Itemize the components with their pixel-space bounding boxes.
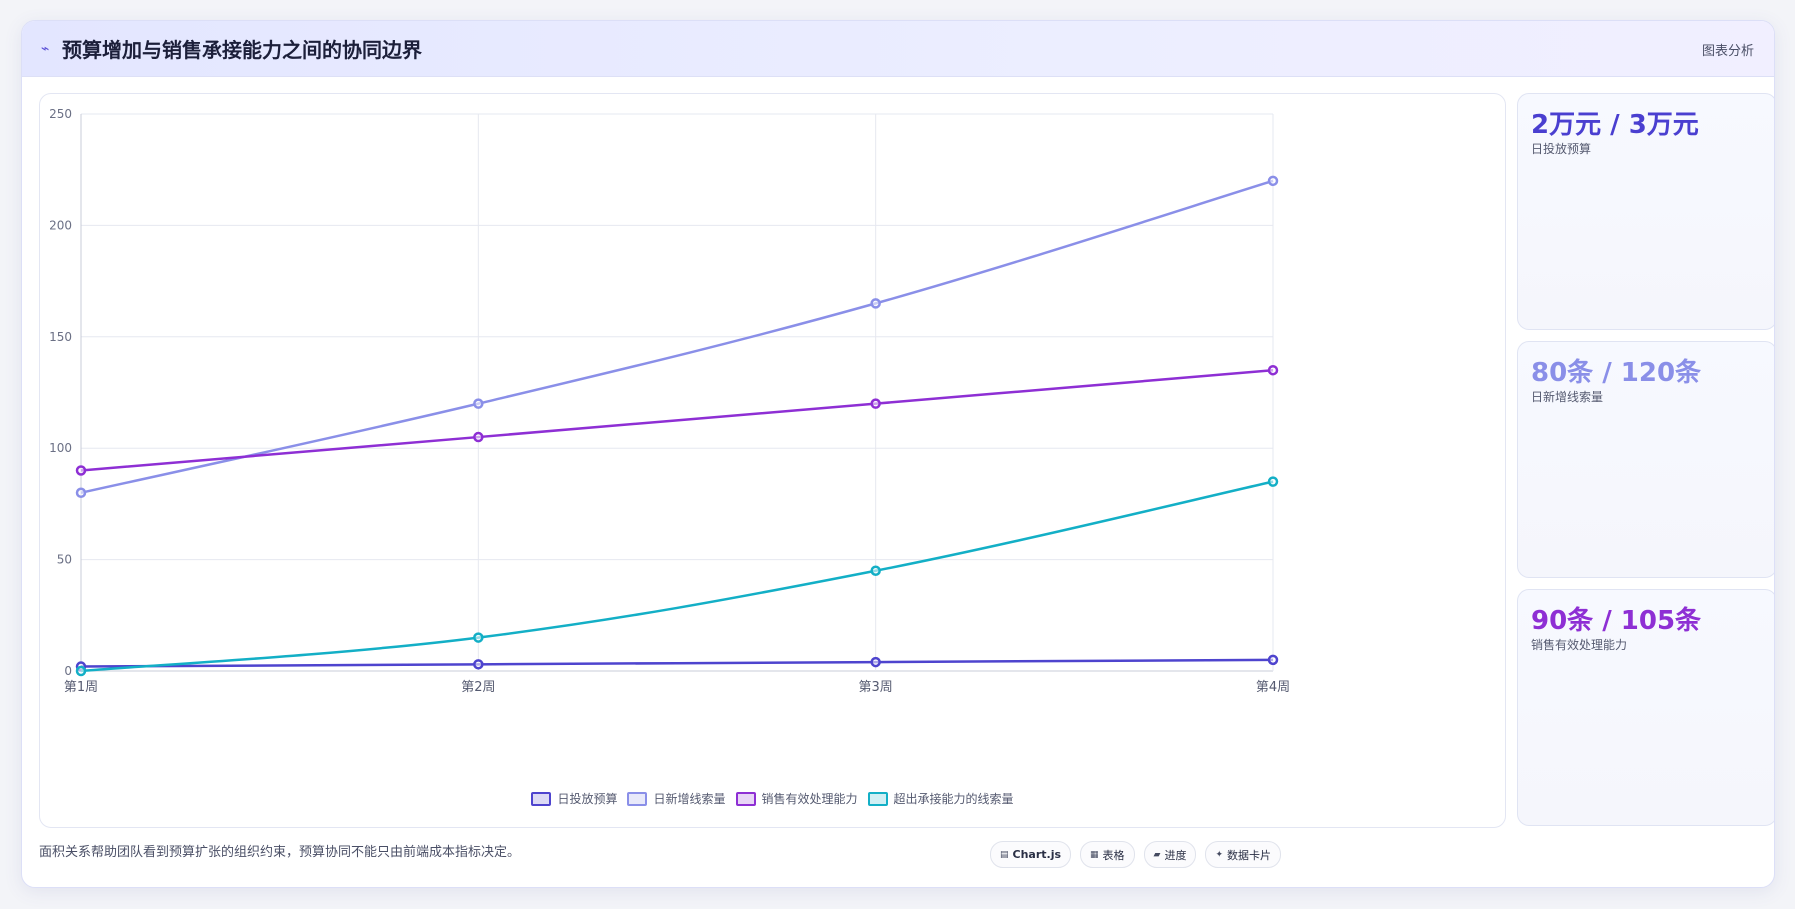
data-point bbox=[870, 298, 881, 309]
stat-value: 80条 / 120条 bbox=[1531, 358, 1702, 388]
series-line bbox=[80, 368, 1274, 472]
series-line bbox=[80, 480, 1274, 673]
chart-panel: 0 50 100 150 200 250 第1周 第2周 第3周 第4周 日投放预算 日新增线索量 销… bbox=[39, 93, 1506, 828]
tag-label: 数据卡片 bbox=[1227, 848, 1272, 862]
line-chart: 0 50 100 150 200 250 第1周 第2周 第3周 第4周 bbox=[49, 107, 1290, 695]
data-point bbox=[1267, 175, 1279, 187]
tag-chartjs[interactable]: ▤ Chart.js bbox=[990, 841, 1072, 868]
chart-line-icon: ⌁ bbox=[41, 41, 50, 57]
x-tick-label: 第3周 bbox=[859, 680, 893, 695]
data-point bbox=[473, 632, 484, 643]
data-point bbox=[1267, 476, 1279, 487]
legend-swatch bbox=[531, 791, 552, 806]
stat-value: 2万元 / 3万元 bbox=[1531, 110, 1699, 140]
legend-item[interactable]: 日新增线索量 bbox=[627, 790, 726, 807]
legend-label: 超出承接能力的线索量 bbox=[893, 792, 1014, 806]
tag-list: ▤ Chart.js ▦ 表格 ▰ 进度 ✦ 数据卡片 bbox=[990, 841, 1282, 868]
y-tick-label: 0 bbox=[64, 664, 72, 678]
legend-item[interactable]: 日投放预算 bbox=[531, 790, 617, 807]
stat-label: 日投放预算 bbox=[1531, 142, 1592, 156]
data-point bbox=[473, 659, 484, 670]
dashboard-card: ⌁ 预算增加与销售承接能力之间的协同边界 图表分析 0 50 100 150 200 25… bbox=[21, 20, 1775, 888]
legend-swatch bbox=[627, 791, 648, 806]
legend-label: 日投放预算 bbox=[557, 792, 618, 806]
stat-card-capacity: 90条 / 105条 销售有效处理能力 bbox=[1517, 589, 1774, 826]
data-point bbox=[1267, 654, 1279, 666]
chart-analysis-link[interactable]: 图表分析 bbox=[1701, 44, 1754, 59]
y-tick-label: 100 bbox=[49, 441, 72, 455]
stat-value: 90条 / 105条 bbox=[1531, 606, 1702, 636]
stat-card-budget: 2万元 / 3万元 日投放预算 bbox=[1517, 93, 1774, 330]
y-tick-label: 200 bbox=[49, 218, 72, 232]
tag-table[interactable]: ▦ 表格 bbox=[1080, 841, 1135, 868]
card-header: ⌁ 预算增加与销售承接能力之间的协同边界 图表分析 bbox=[22, 21, 1774, 77]
x-tick-label: 第1周 bbox=[64, 680, 98, 695]
data-point bbox=[1267, 364, 1279, 376]
y-tick-label: 250 bbox=[49, 107, 72, 121]
legend-swatch bbox=[867, 791, 888, 806]
x-tick-label: 第4周 bbox=[1256, 680, 1290, 695]
data-point bbox=[473, 398, 484, 409]
legend-label: 日新增线索量 bbox=[653, 792, 726, 806]
progress-icon: ▰ bbox=[1153, 849, 1161, 860]
data-point bbox=[870, 565, 881, 576]
legend-label: 销售有效处理能力 bbox=[761, 792, 858, 806]
data-point bbox=[870, 398, 881, 409]
tag-data-cards[interactable]: ✦ 数据卡片 bbox=[1205, 841, 1282, 868]
data-point bbox=[75, 665, 87, 677]
stat-label: 销售有效处理能力 bbox=[1531, 638, 1628, 652]
tag-label: Chart.js bbox=[1012, 848, 1062, 861]
legend-swatch bbox=[735, 791, 756, 806]
legend-item[interactable]: 销售有效处理能力 bbox=[735, 790, 858, 807]
tag-progress[interactable]: ▰ 进度 bbox=[1143, 841, 1197, 868]
grid-icon: ▦ bbox=[1090, 849, 1099, 860]
data-point bbox=[75, 465, 87, 476]
x-tick-label: 第2周 bbox=[461, 680, 495, 695]
data-point bbox=[870, 656, 881, 668]
stat-label: 日新增线索量 bbox=[1531, 390, 1604, 404]
data-point bbox=[75, 487, 87, 499]
tag-label: 表格 bbox=[1102, 848, 1125, 862]
sparkle-icon: ✦ bbox=[1215, 849, 1224, 860]
table-icon: ▤ bbox=[1000, 849, 1009, 860]
y-tick-label: 150 bbox=[49, 330, 72, 344]
stat-card-leads: 80条 / 120条 日新增线索量 bbox=[1517, 341, 1774, 578]
chart-legend: 日投放预算 日新增线索量 销售有效处理能力 超出承接能力的线索量 bbox=[40, 790, 1505, 807]
y-tick-label: 50 bbox=[57, 553, 72, 567]
series-line bbox=[80, 658, 1274, 668]
page-title: 预算增加与销售承接能力之间的协同边界 bbox=[62, 38, 422, 62]
tag-label: 进度 bbox=[1164, 848, 1187, 862]
legend-item[interactable]: 超出承接能力的线索量 bbox=[867, 790, 1014, 807]
footnote: 面积关系帮助团队看到预算扩张的组织约束，预算协同不能只由前端成本指标决定。 bbox=[39, 845, 521, 860]
data-point bbox=[473, 431, 484, 443]
